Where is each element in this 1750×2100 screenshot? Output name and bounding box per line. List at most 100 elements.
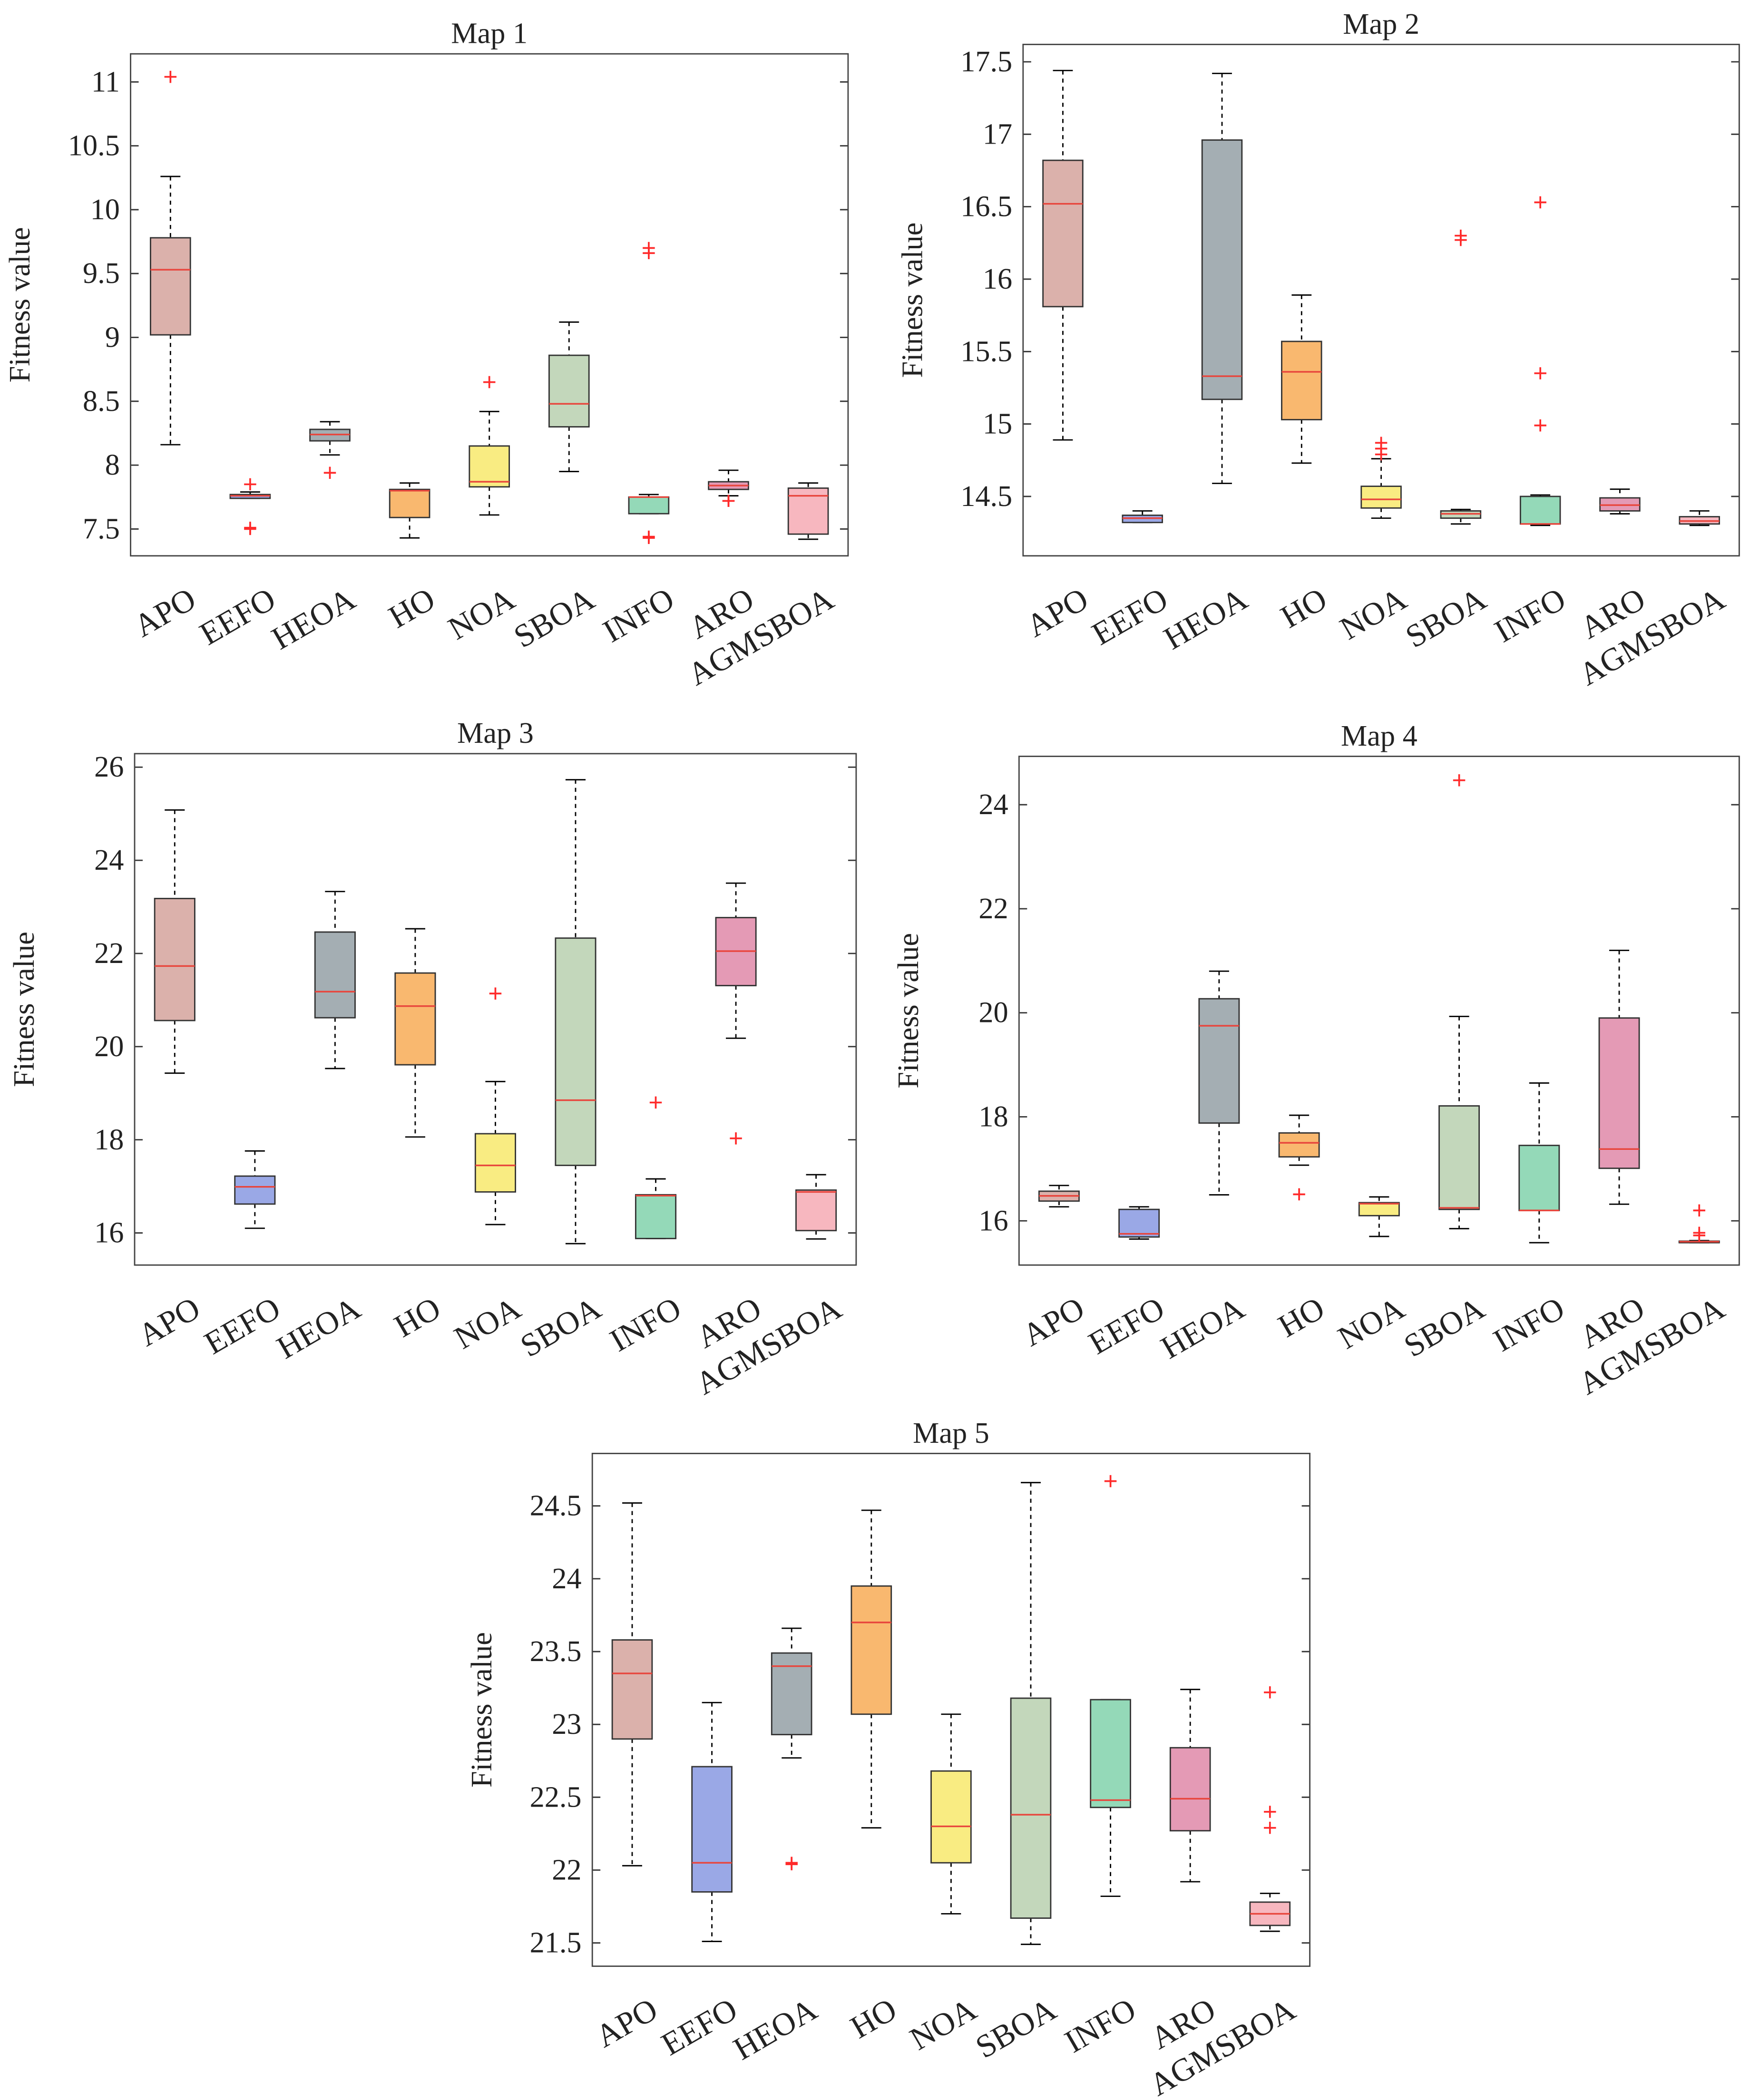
box [1518, 1145, 1560, 1211]
box [628, 496, 670, 515]
y-tick-label: 21.5 [530, 1927, 582, 1959]
outlier [483, 376, 496, 389]
outlier [1375, 448, 1388, 461]
outlier [323, 467, 336, 479]
box [1358, 1202, 1400, 1216]
x-tick-label: NOA [442, 581, 520, 647]
y-tick-label: 14.5 [960, 480, 1012, 513]
y-tick-label: 7.5 [83, 513, 120, 545]
x-tick-label: INFO [1487, 1290, 1570, 1359]
outlier [1293, 1188, 1305, 1201]
box [469, 445, 510, 488]
x-tick-label: SBOA [514, 1290, 607, 1364]
y-axis-label: Fitness value [892, 933, 925, 1089]
x-tick-label: HO [388, 1290, 447, 1344]
x-tick-label: INFO [597, 581, 680, 650]
x-tick-label: HEOA [727, 1991, 823, 2067]
outlier [1104, 1475, 1117, 1488]
outlier [1453, 774, 1466, 787]
box [1519, 496, 1561, 525]
y-axis-label: Fitness value [8, 932, 40, 1087]
x-tick-label: EEFO [194, 581, 282, 652]
chart-title: Map 2 [1343, 8, 1419, 40]
x-tick-label: HEOA [1158, 581, 1253, 657]
box [1278, 1132, 1320, 1158]
y-tick-label: 24.5 [530, 1490, 582, 1522]
y-tick-label: 17 [983, 118, 1012, 150]
box [314, 931, 356, 1019]
box [1281, 340, 1322, 420]
outlier [643, 247, 655, 259]
x-tick-label: NOA [904, 1991, 982, 2057]
y-tick-label: 22 [552, 1854, 581, 1886]
axes-frame [1018, 756, 1740, 1266]
box [1201, 139, 1243, 400]
x-tick-label: EEFO [1082, 1290, 1170, 1361]
x-tick-label: INFO [1488, 581, 1572, 650]
x-tick-label: NOA [1334, 581, 1412, 647]
chart-title: Map 1 [451, 18, 528, 50]
y-axis-label: Fitness value [466, 1632, 498, 1788]
chart-title: Map 3 [457, 717, 534, 749]
box [234, 1175, 276, 1205]
x-tick-label: NOA [1332, 1290, 1410, 1356]
box [389, 488, 430, 518]
y-tick-label: 16.5 [960, 191, 1012, 223]
y-tick-label: 23.5 [530, 1635, 582, 1668]
box [795, 1189, 837, 1232]
y-tick-label: 18 [978, 1100, 1008, 1133]
box [1598, 1017, 1640, 1169]
axes-frame [130, 53, 849, 557]
x-tick-label: SBOA [508, 581, 600, 655]
y-tick-label: 24 [978, 788, 1008, 821]
outlier [1534, 196, 1546, 209]
x-tick-label: NOA [448, 1290, 527, 1356]
outlier [1264, 1806, 1276, 1818]
box [1010, 1697, 1052, 1919]
box [394, 972, 436, 1066]
outlier [1264, 1686, 1276, 1699]
x-tick-label: EEFO [655, 1991, 743, 2062]
x-tick-label: SBOA [1398, 1290, 1491, 1364]
y-tick-label: 17.5 [960, 46, 1012, 78]
box [1118, 1208, 1160, 1238]
x-tick-label: HO [1272, 1290, 1330, 1344]
plot-area [1019, 756, 1740, 1265]
axes-frame [1022, 44, 1740, 557]
box [771, 1652, 812, 1736]
box [1198, 998, 1240, 1124]
axes-frame [134, 753, 857, 1266]
outlier [643, 532, 655, 544]
box [691, 1766, 733, 1893]
outlier [1693, 1204, 1705, 1217]
x-tick-label: APO [1017, 1290, 1091, 1353]
y-tick-label: 10.5 [68, 130, 120, 162]
box [1090, 1699, 1131, 1808]
box [930, 1770, 972, 1864]
outlier [1455, 233, 1467, 246]
y-tick-label: 22 [94, 937, 124, 970]
y-axis-label: Fitness value [4, 227, 36, 383]
x-tick-label: APO [1020, 581, 1095, 644]
axes-frame [591, 1453, 1311, 1967]
y-tick-label: 22 [978, 893, 1008, 925]
x-tick-label: APO [128, 581, 202, 644]
x-tick-label: HO [844, 1991, 903, 2045]
box [635, 1194, 677, 1239]
x-tick-label: EEFO [198, 1290, 286, 1361]
outlier [1534, 367, 1546, 379]
box [1360, 486, 1402, 509]
box [555, 937, 596, 1167]
chart-title: Map 5 [913, 1417, 989, 1449]
x-tick-label: HEOA [271, 1290, 366, 1366]
outlier [649, 1096, 662, 1109]
x-tick-label: HEOA [1154, 1290, 1250, 1366]
x-tick-label: SBOA [1399, 581, 1492, 655]
y-tick-label: 20 [94, 1031, 124, 1063]
x-tick-label: APO [589, 1991, 664, 2054]
box [474, 1133, 516, 1193]
outlier [1264, 1821, 1276, 1834]
y-tick-label: 26 [94, 751, 124, 783]
